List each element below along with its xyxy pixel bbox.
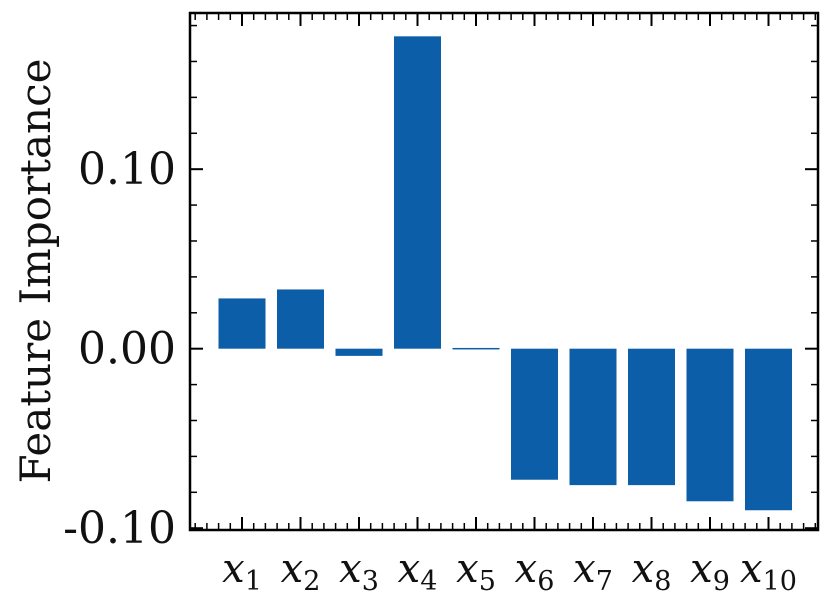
y-tick-label: 0.10 [78, 144, 176, 195]
x-tick-label-subscript: 10 [763, 566, 797, 597]
x-tick-label-subscript: 7 [596, 566, 613, 597]
x-tick-label-x2: x2 [281, 546, 321, 597]
x-tick-label-base: x [222, 546, 245, 592]
x-tick-label-subscript: 5 [479, 566, 496, 597]
x-tick-label-subscript: 9 [713, 566, 730, 597]
x-tick-label-base: x [515, 546, 538, 592]
x-tick-labels: x1 x2 x3 x4 x5 x6 x7 x8 x9 x10 [222, 546, 797, 597]
x-tick-label-base: x [456, 546, 479, 592]
x-tick-label-base: x [398, 546, 421, 592]
x-tick-label-x5: x5 [456, 546, 496, 597]
bar-x10 [745, 348, 792, 511]
bar-x8 [628, 348, 675, 486]
x-tick-label-base: x [690, 546, 713, 592]
x-tick-label-subscript: 2 [303, 566, 320, 597]
x-tick-label-x10: x10 [740, 546, 797, 597]
x-tick-label-base: x [632, 546, 655, 592]
x-tick-label-subscript: 4 [420, 566, 437, 597]
x-tick-label-x1: x1 [222, 546, 262, 597]
y-tick-label: -0.10 [63, 503, 176, 554]
x-tick-label-base: x [339, 546, 362, 592]
x-tick-label-base: x [573, 546, 596, 592]
bar-x2 [277, 289, 324, 349]
x-tick-label-subscript: 6 [537, 566, 554, 597]
y-tick-labels: -0.10 0.00 0.10 [63, 144, 176, 554]
bars-group [218, 36, 792, 511]
x-tick-label-x6: x6 [515, 546, 555, 597]
plot-frame [188, 11, 820, 532]
bar-x6 [511, 348, 558, 480]
bar-x9 [686, 348, 734, 502]
x-tick-label-x8: x8 [632, 546, 672, 597]
y-axis-title: Feature Importance [11, 59, 60, 484]
bar-x7 [569, 348, 617, 486]
y-tick-label: 0.00 [78, 324, 176, 375]
x-tick-label-base: x [281, 546, 304, 592]
x-tick-label-x9: x9 [690, 546, 730, 597]
bar-x3 [335, 348, 383, 356]
x-tick-label-x4: x4 [398, 546, 438, 597]
bar-x1 [218, 298, 266, 349]
x-tick-label-subscript: 8 [654, 566, 671, 597]
bar-x5 [452, 347, 500, 350]
x-tick-label-base: x [740, 546, 763, 592]
x-tick-label-subscript: 3 [362, 566, 379, 597]
x-tick-label-x7: x7 [573, 546, 613, 597]
x-tick-label-subscript: 1 [245, 566, 262, 597]
bar-x4 [394, 36, 441, 349]
x-tick-label-x3: x3 [339, 546, 379, 597]
